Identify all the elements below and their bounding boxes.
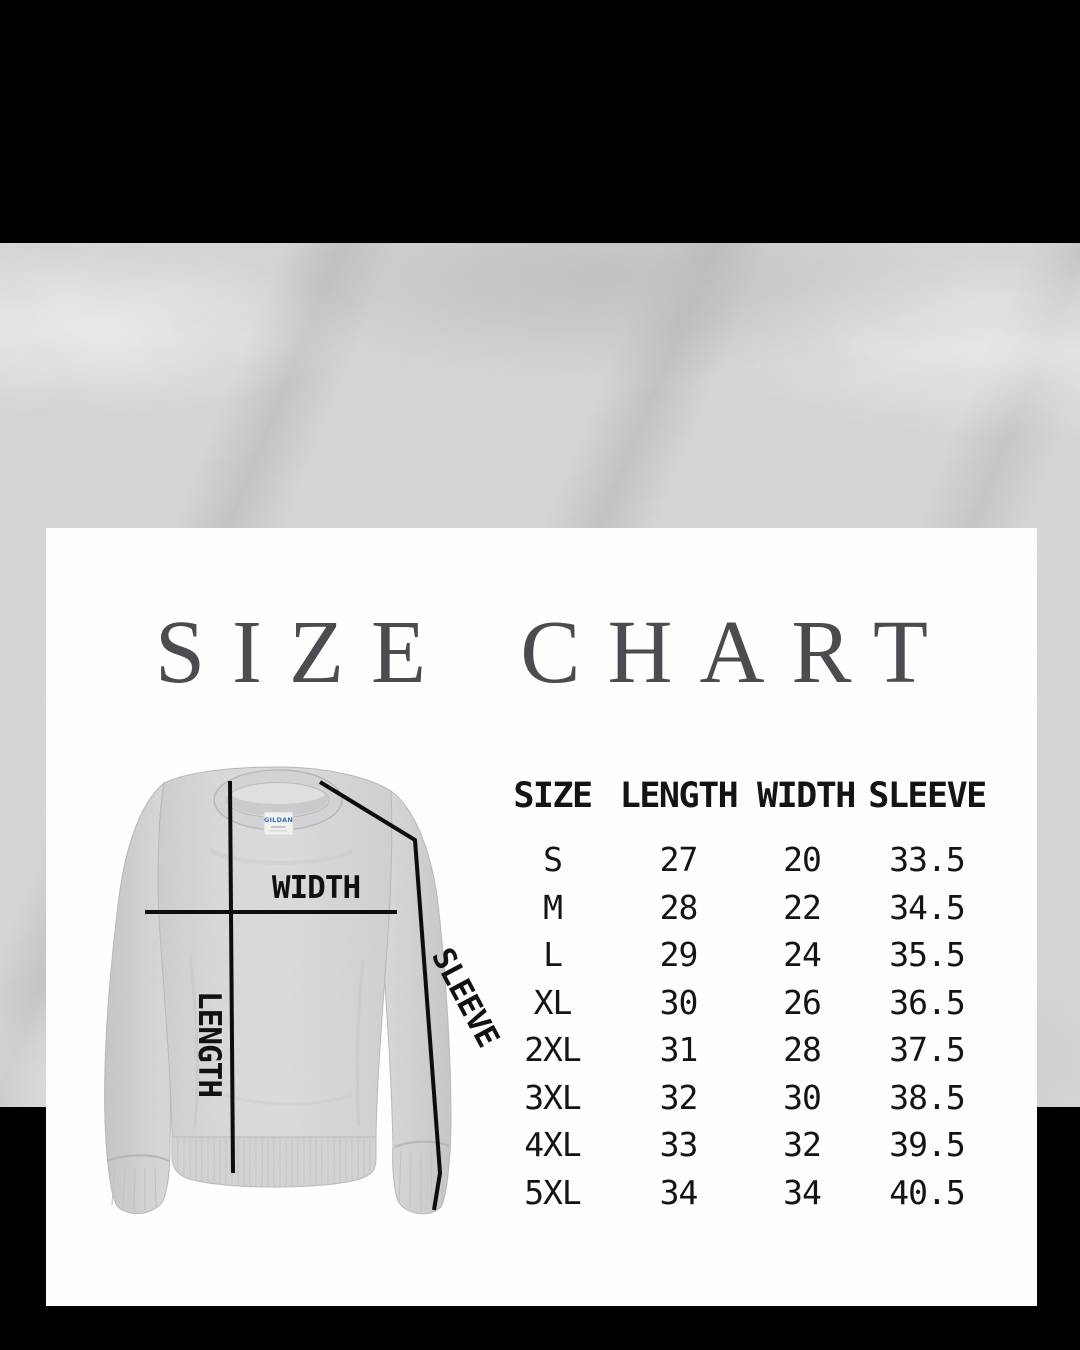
table-cell: 28 [659,887,699,927]
table-row: XL 30 26 36.5 [505,979,1007,1027]
table-cell: XL [533,982,573,1022]
table-cell: 36.5 [889,982,965,1022]
table-cell: 37.5 [889,1030,965,1070]
width-label: WIDTH [272,870,360,906]
table-cell: 34 [659,1172,699,1212]
length-label: LENGTH [191,991,227,1097]
column-header-width: WIDTH [757,776,856,816]
table-cell: 32 [659,1077,699,1117]
sweatshirt-illustration: GILDAN [104,766,452,1215]
table-row: 2XL 31 28 37.5 [505,1026,1007,1074]
size-table-body: S 27 20 33.5 M 28 22 34.5 L 29 24 35.5 [505,836,1007,1216]
table-cell: 2XL [524,1030,582,1070]
size-table: SIZE LENGTH WIDTH SLEEVE S 27 20 33.5 M … [505,772,1007,1216]
table-cell: 22 [783,887,822,927]
table-cell: 38.5 [889,1077,965,1117]
column-header-sleeve: SLEEVE [868,776,987,816]
table-cell: 3XL [524,1077,582,1117]
table-cell: 30 [783,1077,822,1117]
table-cell: 28 [783,1030,822,1070]
sleeve-measure-line [318,780,443,1211]
table-cell: 31 [659,1030,699,1070]
table-cell: M [543,887,563,927]
table-cell: 32 [783,1125,822,1165]
table-cell: 4XL [524,1125,582,1165]
table-cell: 30 [659,982,699,1022]
table-cell: 34 [783,1172,822,1212]
page-title: SIZE CHART [154,603,956,702]
table-cell: 26 [783,982,822,1022]
column-header-size: SIZE [513,776,593,816]
marble-background: SIZE CHART [0,243,1080,1306]
size-chart-card: SIZE CHART [46,528,1037,1306]
column-header-length: LENGTH [619,776,739,816]
table-cell: 27 [659,840,699,880]
size-table-header: SIZE LENGTH WIDTH SLEEVE [505,772,1007,820]
table-cell: L [543,935,563,975]
length-measure-line [228,780,235,1174]
table-cell: 20 [783,840,822,880]
gildan-tag-text: GILDAN [264,816,293,824]
table-cell: 24 [783,935,822,975]
table-cell: 35.5 [889,935,965,975]
table-row: 5XL 34 34 40.5 [505,1169,1007,1217]
table-row: L 29 24 35.5 [505,931,1007,979]
table-cell: 33 [659,1125,699,1165]
table-cell: 5XL [524,1172,582,1212]
table-cell: 29 [659,935,699,975]
table-cell: S [543,840,563,880]
table-row: 3XL 32 30 38.5 [505,1074,1007,1122]
table-cell: 39.5 [889,1125,965,1165]
sweatshirt-diagram: GILDAN WIDTH LENGTH SLEEVE [104,766,506,1215]
table-cell: 34.5 [889,887,965,927]
neck-tag: GILDAN [263,811,294,836]
table-row: 4XL 33 32 39.5 [505,1121,1007,1169]
table-row: M 28 22 34.5 [505,884,1007,932]
table-cell: 33.5 [889,840,965,880]
letterbox-top-bar [0,0,1080,243]
table-row: S 27 20 33.5 [505,836,1007,884]
table-cell: 40.5 [889,1172,965,1212]
